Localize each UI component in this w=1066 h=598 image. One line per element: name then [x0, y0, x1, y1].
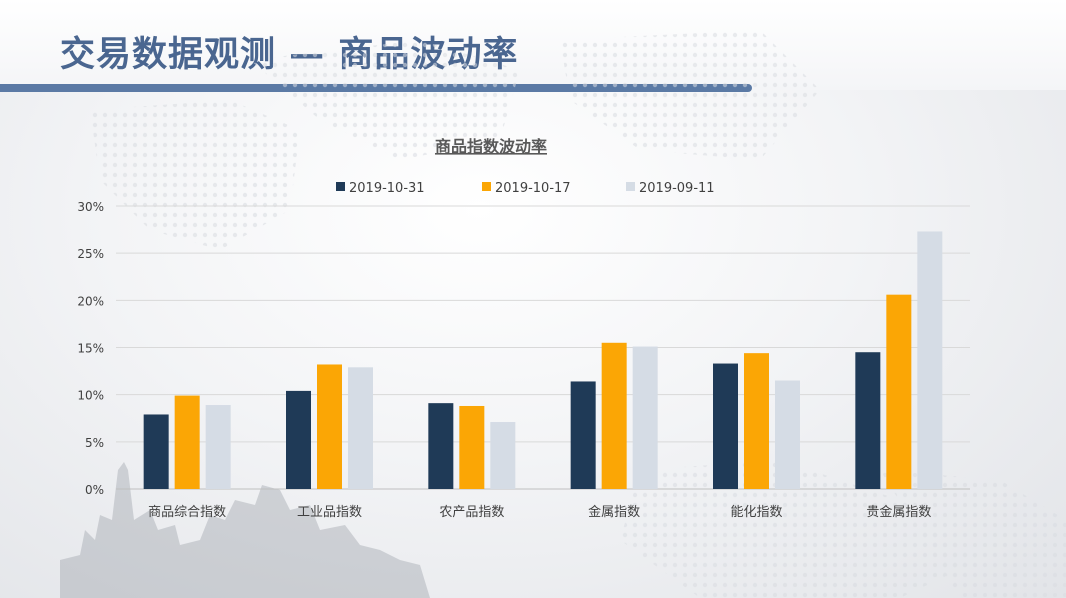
legend-swatch [336, 182, 345, 191]
bar-2019-10-17-商品综合指数 [174, 395, 200, 489]
bar-2019-10-31-工业品指数 [286, 390, 311, 489]
bar-2019-10-31-金属指数 [570, 381, 596, 489]
bar-2019-09-11-工业品指数 [348, 367, 373, 489]
title-band [0, 0, 1066, 90]
world-map-dots [90, 30, 1066, 598]
bar-2019-10-31-商品综合指数 [143, 414, 169, 489]
bar-2019-10-17-工业品指数 [317, 364, 342, 489]
legend-swatch [482, 182, 491, 191]
y-tick-label: 5% [85, 436, 104, 450]
y-tick-label: 0% [85, 483, 104, 497]
bar-2019-09-11-贵金属指数 [917, 231, 943, 489]
bar-2019-10-31-贵金属指数 [855, 352, 881, 489]
x-tick-label: 贵金属指数 [866, 504, 931, 520]
x-tick-label: 工业品指数 [297, 505, 362, 520]
bar-2019-10-17-农产品指数 [459, 405, 485, 489]
x-tick-label: 能化指数 [730, 505, 782, 520]
bar-2019-09-11-金属指数 [632, 346, 658, 489]
bar-2019-10-17-能化指数 [744, 353, 769, 489]
bar-2019-10-31-能化指数 [713, 363, 738, 489]
y-tick-label: 20% [77, 294, 104, 308]
legend: 2019-10-31 2019-10-17 2019-09-11 [336, 181, 715, 196]
chart-title: 商品指数波动率 [435, 137, 547, 156]
legend-label: 2019-10-31 [349, 181, 425, 196]
bar-2019-09-11-商品综合指数 [205, 405, 231, 489]
x-tick-label: 农产品指数 [439, 505, 504, 520]
x-tick-label: 商品综合指数 [148, 505, 226, 520]
legend-label: 2019-09-11 [639, 181, 715, 196]
bar-2019-09-11-能化指数 [775, 380, 800, 489]
bar-2019-10-17-金属指数 [601, 342, 627, 489]
bar-2019-10-17-贵金属指数 [886, 294, 912, 489]
y-axis-tick-labels: 0% 5% 10% 15% 20% 25% 30% [77, 200, 104, 497]
legend-swatch [626, 182, 635, 191]
x-axis-tick-labels: 商品综合指数 工业品指数 农产品指数 金属指数 能化指数 贵金属指数 [148, 504, 931, 520]
legend-label: 2019-10-17 [495, 181, 571, 196]
y-tick-label: 25% [77, 247, 104, 261]
y-tick-label: 10% [77, 389, 104, 403]
bar-2019-09-11-农产品指数 [490, 422, 516, 489]
bars [143, 231, 943, 489]
y-tick-label: 30% [77, 200, 104, 214]
gridlines [116, 205, 970, 490]
city-skyline [60, 462, 430, 598]
y-tick-label: 15% [77, 342, 104, 356]
bar-2019-10-31-农产品指数 [428, 403, 454, 489]
x-tick-label: 金属指数 [588, 504, 640, 520]
